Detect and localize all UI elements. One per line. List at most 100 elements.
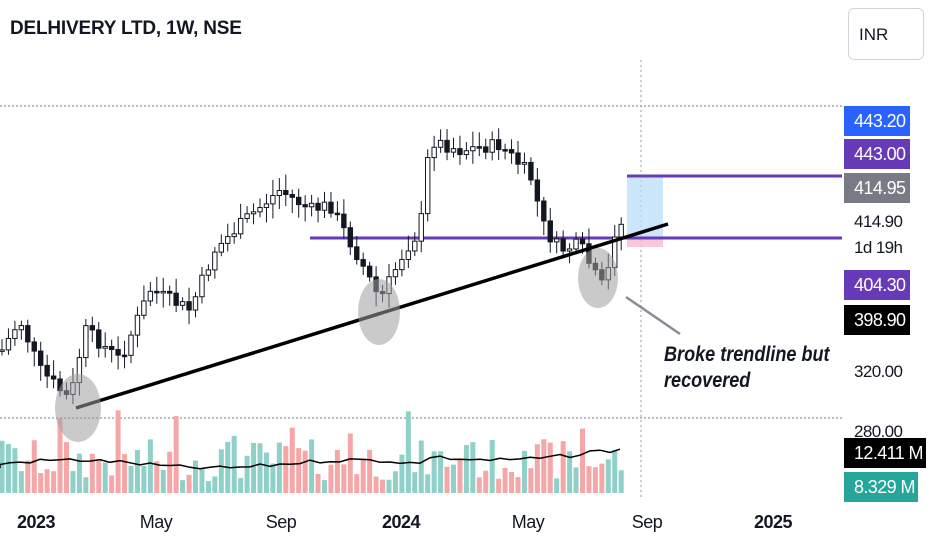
candle-body	[0, 349, 5, 352]
candle-body	[257, 207, 263, 213]
candle-body	[121, 354, 128, 358]
volume-bar	[334, 449, 340, 493]
volume-bar	[438, 451, 444, 493]
currency-selector[interactable]: INR	[848, 8, 924, 60]
volume-bar	[102, 462, 108, 493]
annotation-line-2: recovered	[664, 369, 751, 392]
volume-bar	[38, 473, 44, 493]
volume-bar	[444, 466, 450, 493]
candle-body	[405, 250, 412, 260]
highlight-circle-2	[358, 279, 400, 345]
price-tick-320: 320.00	[854, 362, 903, 381]
volume-ma-line	[0, 448, 621, 470]
volume-bar	[212, 476, 218, 493]
time-label-2024: 2024	[381, 512, 421, 532]
candle-body	[263, 203, 270, 209]
volume-bar	[115, 410, 121, 493]
volume-bar	[309, 439, 315, 493]
volume-bar	[470, 442, 476, 493]
candle-body	[521, 161, 528, 165]
volume-bar	[386, 479, 392, 493]
price-label-trendline: 398.90	[844, 305, 910, 335]
volume-bar	[257, 443, 263, 493]
candle-body	[89, 325, 95, 331]
volume-bar	[347, 433, 353, 493]
candle-body	[341, 213, 347, 229]
time-label-2023: 2023	[16, 512, 56, 532]
volume-bar	[109, 475, 115, 493]
volume-bar	[380, 479, 386, 493]
volume-bar	[412, 472, 418, 493]
candle-body	[302, 204, 308, 208]
volume-bar	[463, 445, 469, 493]
candle-body	[108, 345, 115, 351]
volume-bar	[70, 471, 76, 493]
candle-body	[31, 341, 37, 352]
candle-body	[457, 148, 463, 156]
candle-body	[547, 220, 553, 243]
volume-bar	[431, 451, 437, 493]
candle-body	[573, 238, 579, 250]
volume-bar	[154, 461, 160, 493]
annotation-text: Broke trendline but recovered	[664, 342, 830, 394]
volume-bar	[612, 449, 618, 493]
candle-body	[566, 248, 573, 252]
volume-bar	[0, 440, 5, 493]
volume-bar	[496, 478, 502, 493]
candle-body	[12, 329, 18, 339]
volume-bar	[173, 416, 179, 493]
volume-bar	[167, 451, 173, 493]
annotation-pointer	[625, 295, 681, 336]
bar-close-countdown: 1d 19h	[854, 238, 903, 257]
volume-bar	[592, 467, 598, 493]
price-label-upper-level: 443.00	[844, 139, 910, 169]
volume-bar	[270, 463, 276, 493]
volume-bar	[328, 464, 334, 493]
volume-bar	[283, 446, 289, 493]
candle-body	[508, 149, 515, 154]
volume-bar	[5, 444, 11, 493]
candle-body	[541, 200, 547, 222]
volume-bar	[392, 471, 398, 493]
volume-bar	[147, 439, 153, 493]
candle-body	[579, 238, 586, 245]
volume-bar	[580, 428, 585, 493]
volume-bar	[315, 473, 321, 493]
volume-bar	[18, 471, 24, 493]
chart-title: DELHIVERY LTD, 1W, NSE	[10, 18, 242, 39]
volume-bar	[193, 460, 198, 493]
candle-body	[431, 146, 437, 159]
price-label-box-top: 414.95	[844, 173, 910, 203]
candle-body	[360, 259, 366, 267]
volume-bar	[599, 463, 605, 493]
volume-bar	[399, 454, 405, 493]
volume-bar	[528, 468, 534, 493]
candle-body	[141, 300, 147, 316]
candle-body	[199, 274, 205, 298]
volume-bar	[489, 439, 495, 493]
volume-bar	[244, 455, 250, 493]
volume-bar	[186, 474, 192, 493]
volume-bar	[502, 468, 508, 493]
volume-bar	[367, 449, 373, 493]
candle-body	[167, 290, 173, 294]
volume-bar	[451, 464, 456, 493]
candle-body	[495, 139, 502, 151]
volume-bar	[586, 466, 592, 493]
volume-bar	[425, 474, 431, 493]
volume-bar	[160, 469, 166, 493]
volume-bar	[354, 474, 360, 493]
candle-body	[308, 202, 315, 208]
candle-body	[283, 190, 289, 195]
volume-bar	[199, 468, 205, 493]
candle-body	[437, 139, 444, 148]
volume-bar	[141, 465, 147, 493]
candle-body	[115, 349, 121, 356]
volume-bar	[605, 459, 611, 493]
volume-bar	[483, 470, 489, 493]
volume-bar	[218, 449, 224, 493]
candle-body	[225, 236, 231, 244]
volume-bar	[418, 440, 424, 493]
volume-bar	[554, 478, 560, 493]
